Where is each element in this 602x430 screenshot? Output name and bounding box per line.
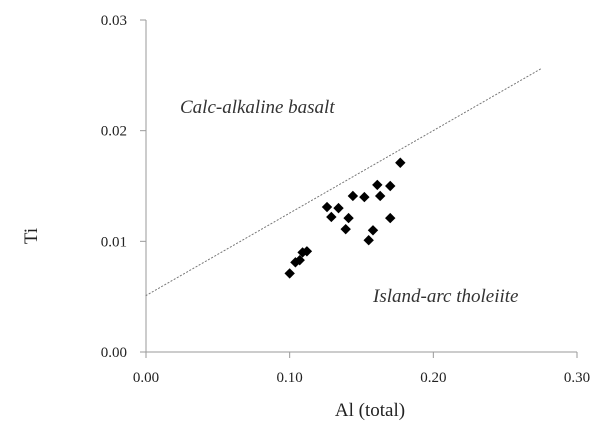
data-point-diamond bbox=[326, 211, 337, 223]
data-point-diamond bbox=[321, 201, 333, 213]
data-point-diamond bbox=[340, 223, 351, 235]
tick-marks bbox=[140, 19, 578, 358]
data-point-diamond bbox=[343, 212, 354, 224]
data-point-diamond bbox=[374, 190, 386, 202]
data-point-diamond bbox=[301, 246, 313, 257]
y-tick-label: 0.00 bbox=[101, 345, 127, 361]
data-point-diamond bbox=[294, 254, 305, 266]
data-points bbox=[284, 157, 406, 279]
data-point-diamond bbox=[367, 225, 379, 236]
axes bbox=[145, 20, 577, 353]
x-axis-title: Al (total) bbox=[335, 400, 405, 421]
y-tick-label: 0.02 bbox=[101, 124, 127, 140]
data-point-diamond bbox=[333, 202, 344, 214]
x-tick-label: 0.30 bbox=[564, 370, 590, 386]
x-tick-label: 0.00 bbox=[133, 370, 159, 386]
tick-labels: 0.00 0.10 0.20 0.30 0.00 0.01 0.02 0.03 bbox=[101, 13, 590, 386]
data-point-diamond bbox=[359, 191, 370, 203]
text-labels: Al (total) Ti Calc-alkaline basalt Islan… bbox=[21, 97, 518, 421]
field-label-island-arc: Island-arc tholeiite bbox=[372, 286, 518, 307]
y-axis-title: Ti bbox=[21, 228, 42, 244]
x-tick-label: 0.20 bbox=[420, 370, 446, 386]
field-label-calc-alkaline: Calc-alkaline basalt bbox=[180, 97, 335, 118]
data-point-diamond bbox=[385, 180, 396, 192]
x-tick-label: 0.10 bbox=[277, 370, 303, 386]
data-point-diamond bbox=[372, 179, 383, 191]
data-point-diamond bbox=[347, 190, 359, 202]
data-point-diamond bbox=[385, 212, 396, 224]
discrimination-line bbox=[145, 68, 542, 297]
y-tick-label: 0.01 bbox=[101, 234, 127, 250]
data-point-diamond bbox=[284, 268, 295, 279]
data-point-diamond bbox=[395, 157, 406, 168]
reference-line-group bbox=[145, 68, 542, 297]
data-point-diamond bbox=[363, 235, 374, 246]
y-tick-label: 0.03 bbox=[101, 13, 127, 29]
